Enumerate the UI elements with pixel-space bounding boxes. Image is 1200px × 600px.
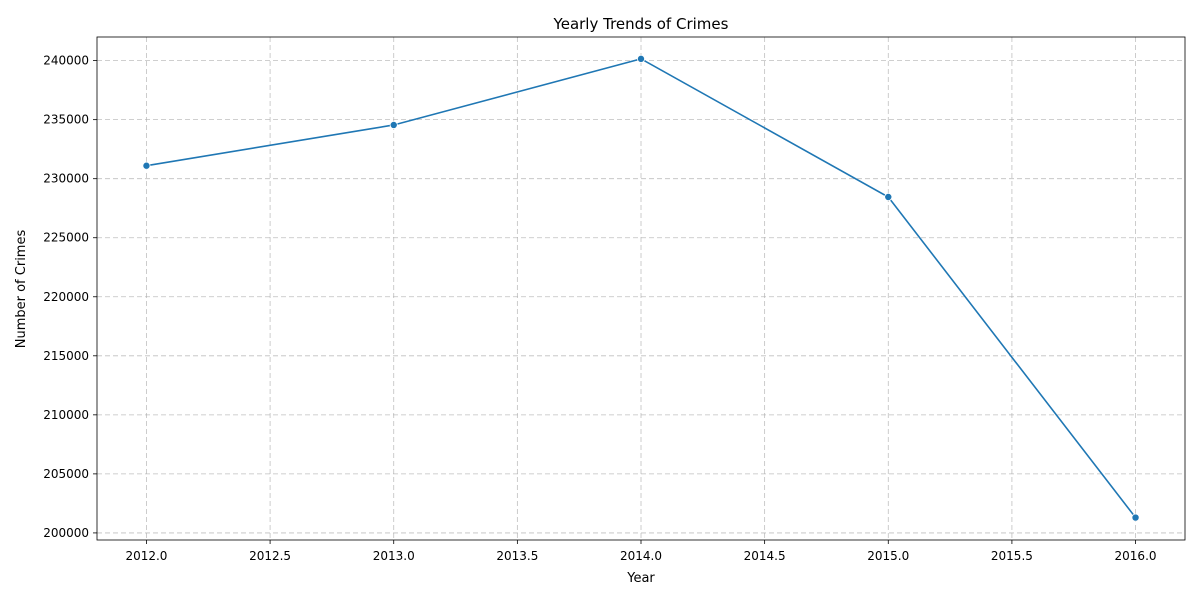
grid	[97, 37, 1185, 540]
y-tick-label: 240000	[43, 54, 89, 68]
data-point	[142, 161, 151, 170]
x-tick-label: 2013.5	[496, 549, 538, 563]
y-tick-label: 225000	[43, 231, 89, 245]
x-tick-label: 2014.0	[620, 549, 662, 563]
series-layer	[142, 54, 1140, 522]
y-axis-title: Number of Crimes	[14, 230, 29, 349]
y-tick-label: 220000	[43, 290, 89, 304]
y-tick-label: 215000	[43, 349, 89, 363]
y-tick-label: 235000	[43, 113, 89, 127]
x-axis-title: Year	[626, 571, 655, 586]
x-axis-ticks: 2012.0 2012.5 2013.0 2013.5 2014.0 2014.5 2015…	[125, 540, 1157, 563]
data-point	[1131, 513, 1140, 522]
y-tick-label: 200000	[43, 526, 89, 540]
y-tick-label: 210000	[43, 408, 89, 422]
x-tick-label: 2016.0	[1115, 549, 1157, 563]
x-tick-label: 2015.5	[991, 549, 1033, 563]
y-tick-label: 230000	[43, 172, 89, 186]
data-point	[637, 54, 646, 63]
x-tick-label: 2014.5	[744, 549, 786, 563]
y-tick-label: 205000	[43, 467, 89, 481]
chart-title: Yearly Trends of Crimes	[553, 15, 729, 33]
x-tick-label: 2013.0	[373, 549, 415, 563]
data-point	[389, 120, 398, 129]
x-tick-label: 2012.0	[125, 549, 167, 563]
data-point	[884, 192, 893, 201]
y-axis-ticks: 200000 205000 210000 215000 220000 225000 2300…	[43, 54, 97, 540]
x-tick-label: 2012.5	[249, 549, 291, 563]
x-tick-label: 2015.0	[867, 549, 909, 563]
